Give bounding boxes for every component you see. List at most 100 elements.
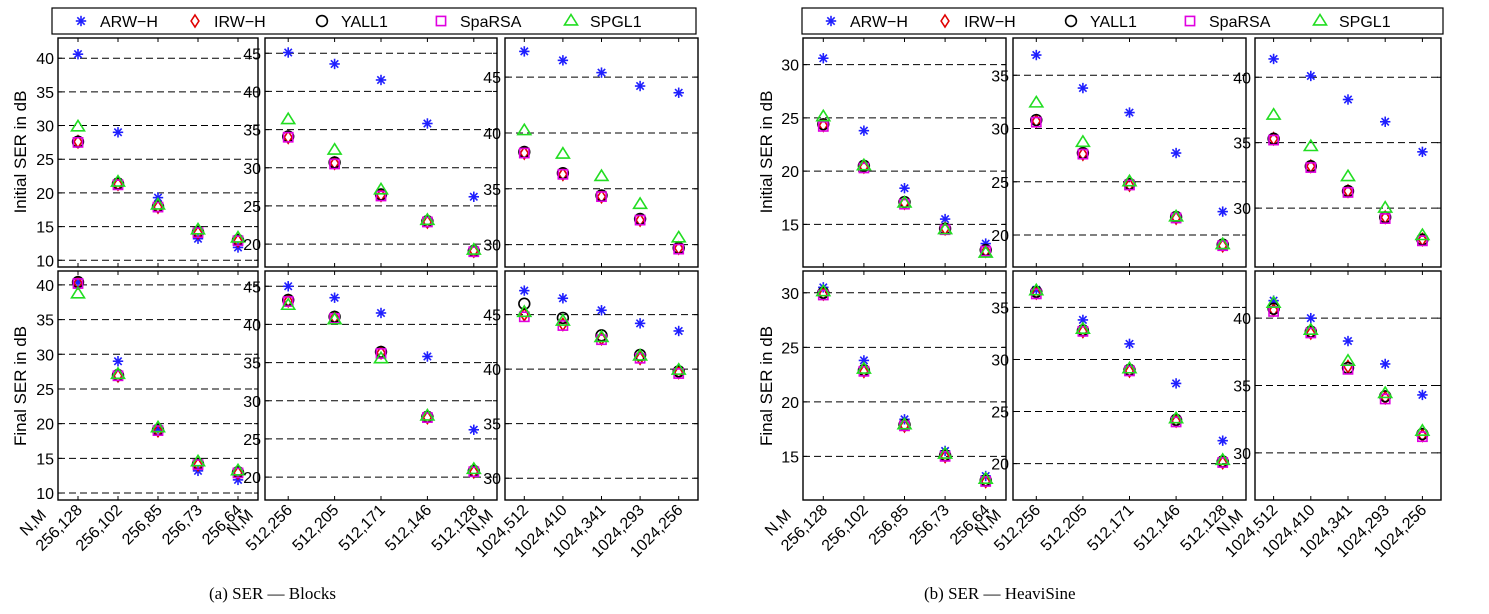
legend-item: ARW−H bbox=[825, 14, 908, 31]
data-point bbox=[1265, 107, 1282, 120]
series bbox=[1030, 116, 1229, 252]
data-point bbox=[1342, 335, 1354, 347]
chart-panel: 15 20 25 30 bbox=[781, 37, 1007, 268]
y-tick-label: 35 bbox=[243, 356, 261, 373]
y-tick-label: 10 bbox=[36, 486, 54, 503]
series bbox=[1028, 94, 1231, 250]
panel-frame bbox=[1012, 270, 1247, 501]
data-point bbox=[1121, 360, 1138, 374]
series bbox=[72, 278, 244, 479]
series bbox=[519, 46, 684, 98]
data-point bbox=[422, 351, 433, 362]
data-point bbox=[1124, 107, 1135, 118]
y-tick-label: 20 bbox=[36, 186, 54, 203]
series bbox=[1265, 107, 1431, 241]
chart-panel: 20 25 30 35 bbox=[991, 37, 1247, 268]
y-tick-label: 30 bbox=[991, 122, 1009, 139]
data-point bbox=[153, 199, 163, 215]
y-tick-label: 30 bbox=[483, 471, 501, 488]
data-point bbox=[635, 350, 645, 366]
data-point bbox=[193, 225, 203, 241]
x-tick-label: 512,205 bbox=[290, 502, 343, 555]
y-tick-label: 20 bbox=[781, 395, 799, 412]
data-point bbox=[557, 55, 569, 66]
y-tick-label: 30 bbox=[36, 347, 54, 364]
data-point bbox=[153, 423, 163, 439]
legend-marker bbox=[1312, 12, 1328, 26]
series bbox=[1268, 134, 1428, 247]
panel-frame bbox=[264, 270, 498, 501]
series bbox=[72, 276, 244, 486]
data-point bbox=[465, 461, 482, 475]
y-tick-label: 30 bbox=[781, 286, 799, 303]
data-point bbox=[1214, 452, 1231, 466]
y-tick-label: 35 bbox=[483, 182, 501, 199]
data-point bbox=[468, 424, 479, 435]
data-point bbox=[283, 281, 294, 292]
legend-item: SpaRSA bbox=[1184, 14, 1271, 31]
series bbox=[516, 304, 687, 375]
y-tick-label: 40 bbox=[243, 84, 261, 101]
y-tick-label: 40 bbox=[1233, 70, 1251, 87]
series bbox=[1031, 113, 1228, 254]
data-point bbox=[817, 121, 829, 132]
x-tick-label: 512,146 bbox=[382, 502, 435, 555]
data-point bbox=[282, 131, 294, 143]
legend-item: SpaRSA bbox=[435, 14, 522, 31]
data-point bbox=[1380, 116, 1391, 127]
data-point bbox=[1028, 94, 1045, 108]
chart-panel: 15202530N,M256,128256,102256,85256,73256… bbox=[762, 270, 1007, 555]
legend-item: SPGL1 bbox=[563, 12, 642, 31]
series bbox=[818, 286, 991, 489]
series bbox=[815, 283, 994, 484]
data-point bbox=[1031, 49, 1042, 61]
series bbox=[1268, 131, 1428, 247]
x-tick-label: 256,85 bbox=[866, 502, 913, 549]
data-point bbox=[283, 47, 294, 58]
legend-item: ARW−H bbox=[75, 14, 158, 31]
data-point bbox=[980, 473, 991, 489]
data-point bbox=[937, 446, 954, 459]
series bbox=[70, 285, 246, 476]
data-point bbox=[1380, 358, 1391, 370]
data-point bbox=[1170, 378, 1182, 389]
series bbox=[283, 47, 479, 202]
x-tick-label: 512,171 bbox=[1084, 502, 1137, 555]
y-tick-label: 25 bbox=[36, 152, 54, 169]
data-point bbox=[899, 182, 910, 194]
x-tick-label: 512,171 bbox=[336, 502, 389, 555]
x-tick-label: 256,85 bbox=[119, 502, 166, 549]
data-point bbox=[518, 147, 530, 159]
y-tick-label: 20 bbox=[991, 457, 1009, 474]
panel-frame bbox=[57, 270, 259, 501]
data-point bbox=[1217, 206, 1228, 217]
data-point bbox=[673, 87, 684, 98]
data-point bbox=[70, 118, 86, 132]
y-tick-label: 25 bbox=[36, 382, 54, 399]
y-tick-label: 30 bbox=[1233, 201, 1251, 218]
data-point bbox=[596, 305, 607, 316]
data-point bbox=[1030, 116, 1042, 128]
data-point bbox=[855, 157, 872, 171]
legend-marker bbox=[563, 12, 579, 26]
panel-frame bbox=[504, 270, 699, 501]
series bbox=[1268, 53, 1428, 158]
y-axis-label: Final SER in dB bbox=[11, 326, 30, 446]
x-tick-label: 512,256 bbox=[991, 502, 1044, 555]
data-point bbox=[593, 168, 610, 182]
data-point bbox=[1414, 227, 1431, 241]
data-point bbox=[329, 292, 340, 303]
data-point bbox=[1417, 146, 1428, 158]
legend-label: YALL1 bbox=[341, 14, 388, 31]
data-point bbox=[1267, 302, 1280, 315]
data-point bbox=[190, 453, 206, 467]
data-point bbox=[150, 419, 166, 433]
data-point bbox=[230, 462, 246, 476]
y-axis-label: Initial SER in dB bbox=[11, 91, 30, 214]
legend-box bbox=[801, 7, 1444, 35]
data-point bbox=[468, 191, 479, 202]
data-point bbox=[516, 304, 533, 318]
y-tick-label: 20 bbox=[991, 228, 1009, 245]
series bbox=[282, 296, 480, 478]
data-point bbox=[375, 348, 387, 359]
